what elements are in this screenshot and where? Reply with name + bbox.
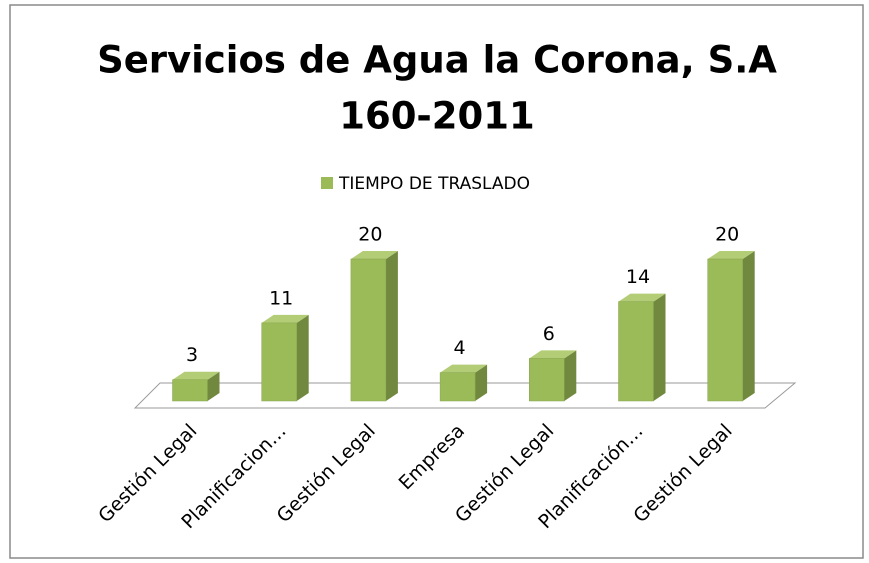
bar-side	[385, 251, 398, 401]
legend-swatch	[321, 177, 333, 189]
data-label: 11	[269, 287, 293, 309]
bar	[707, 258, 743, 402]
chart-title: Servicios de Agua la Corona, S.A	[97, 39, 777, 82]
data-label: 4	[454, 337, 466, 359]
bar-top	[172, 371, 220, 380]
data-label: 20	[358, 224, 382, 246]
bar-side	[564, 350, 577, 401]
data-label: 6	[543, 323, 555, 345]
data-label: 20	[715, 224, 739, 246]
bar-side	[653, 293, 666, 401]
bar-top	[350, 251, 398, 259]
bar	[261, 322, 297, 402]
bar	[439, 372, 476, 402]
bar	[529, 358, 565, 402]
bar-side	[207, 371, 220, 401]
legend-label: TIEMPO DE TRASLADO	[338, 174, 530, 194]
chart-title: 160-2011	[339, 95, 535, 138]
bar-side	[475, 364, 488, 401]
data-label: 14	[626, 266, 650, 288]
data-label: 3	[186, 344, 198, 366]
bar-side	[296, 314, 309, 401]
bar-top	[529, 350, 577, 359]
bar-side	[742, 251, 755, 401]
bar	[618, 301, 654, 402]
bar-top	[707, 251, 755, 259]
bar-top	[618, 293, 666, 302]
bar	[350, 258, 387, 402]
bar	[172, 379, 208, 402]
bar-top	[261, 314, 309, 323]
bar-top	[440, 364, 488, 373]
